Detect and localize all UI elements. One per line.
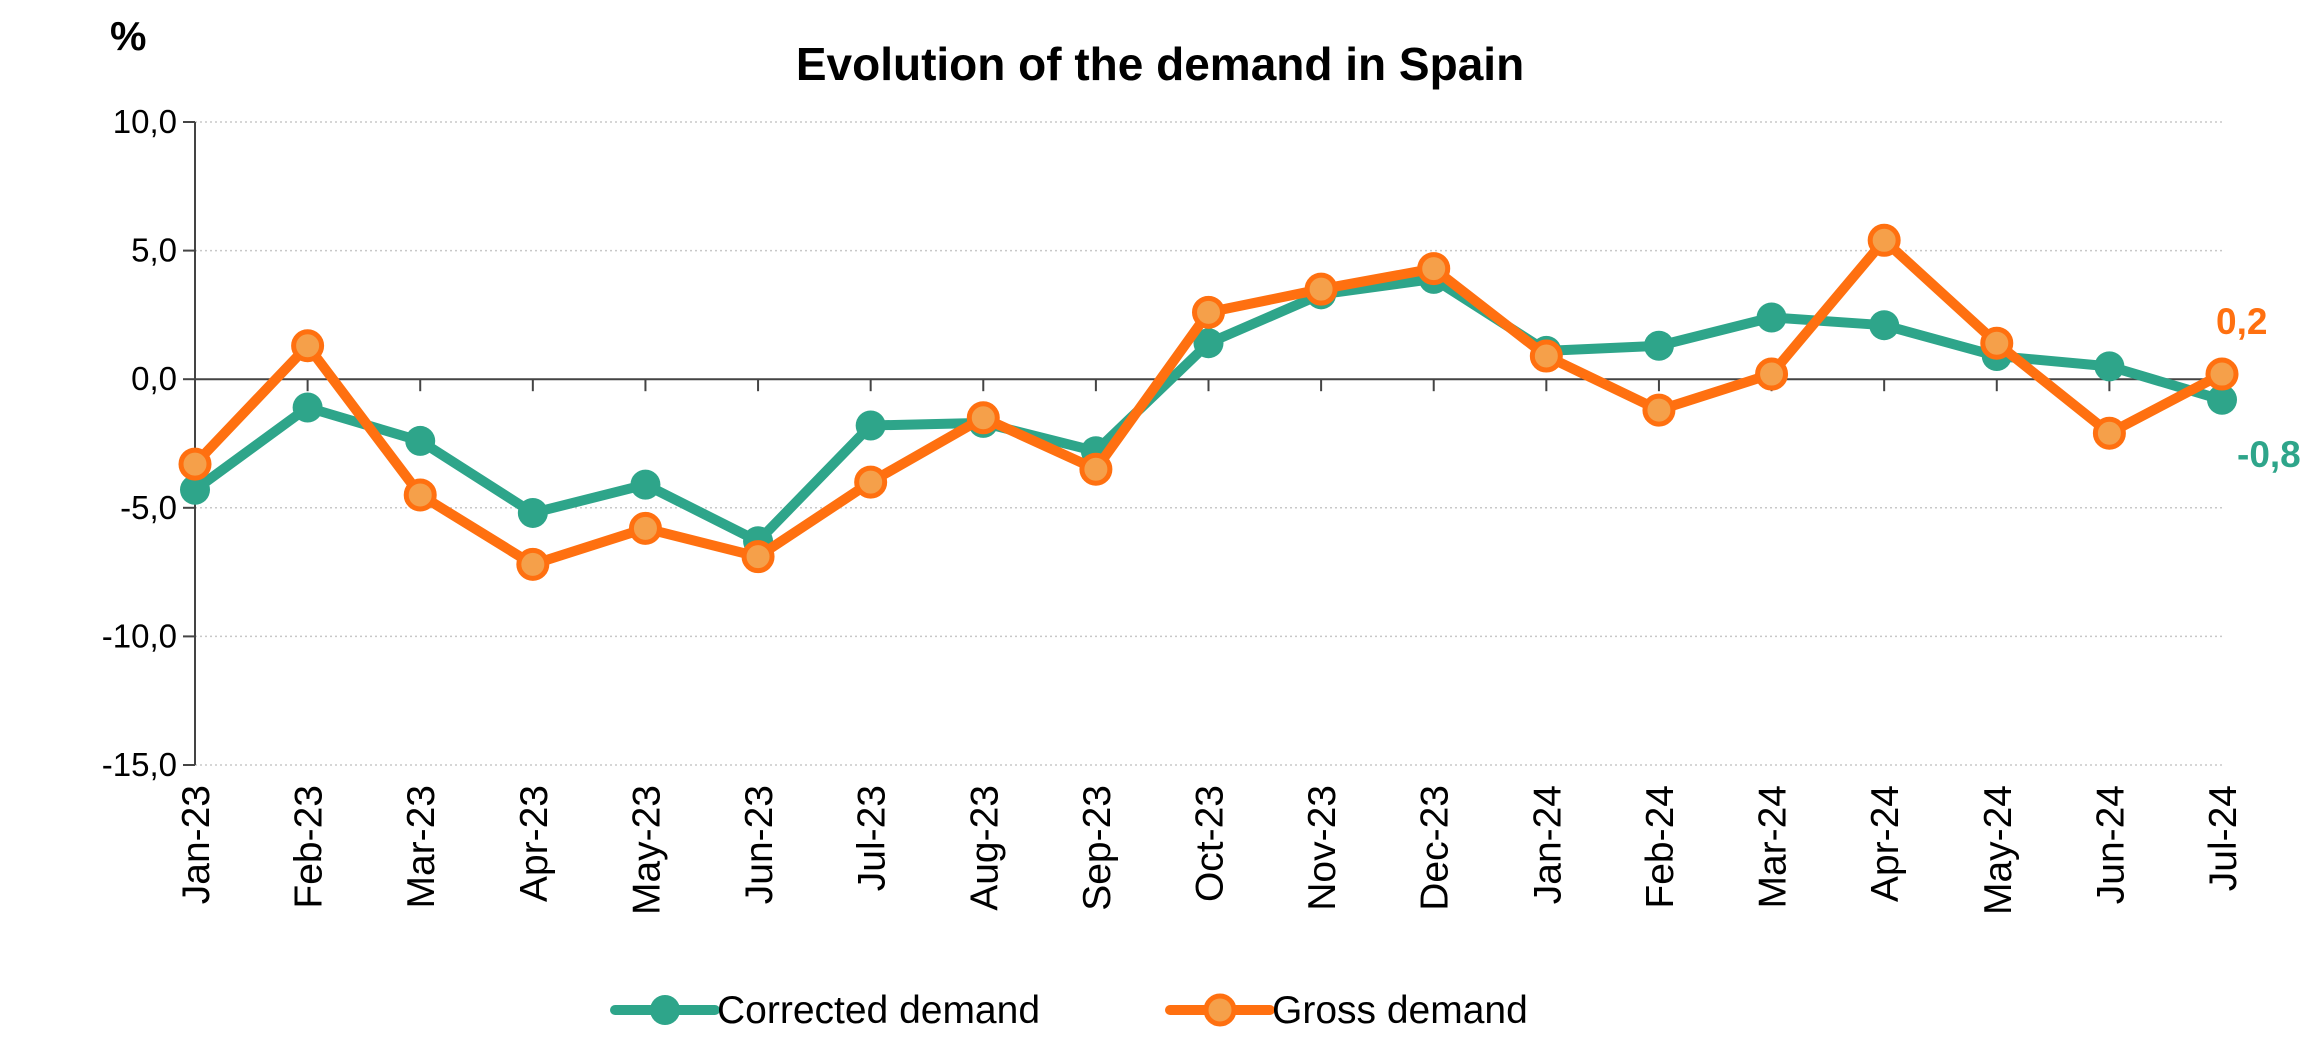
x-tick-label: Jan-24: [1526, 785, 1569, 904]
data-point: [1529, 339, 1563, 373]
y-tick-label: -15,0: [102, 746, 177, 783]
chart-title: Evolution of the demand in Spain: [796, 38, 1524, 90]
data-point: [1867, 223, 1901, 257]
y-tick-label: -5,0: [120, 489, 177, 526]
x-tick-label: Jul-23: [851, 785, 894, 891]
data-point: [2092, 416, 2126, 450]
legend-swatch-marker: [1203, 993, 1237, 1027]
x-tick-label: Jun-24: [2089, 785, 2132, 904]
data-point: [1193, 328, 1224, 359]
y-tick-label: 10,0: [113, 103, 177, 140]
gridlines: [195, 121, 2222, 766]
x-tick-label: Feb-24: [1639, 785, 1682, 909]
x-tick-label: Jan-23: [175, 785, 218, 904]
y-tick-label: -10,0: [102, 617, 177, 654]
end-label-corrected: -0,8: [2237, 434, 2301, 475]
legend-label: Corrected demand: [717, 989, 1040, 1032]
x-tick-label: Feb-23: [288, 785, 331, 909]
x-tick-label: Apr-24: [1864, 785, 1907, 902]
data-point: [516, 547, 550, 581]
x-axis-ticks: Jan-23 Feb-23 Mar-23 Apr-23 May-23 Jun-23 Jul-…: [175, 785, 2245, 915]
series-line: [190, 235, 2227, 570]
data-point: [292, 392, 323, 423]
data-point: [1980, 326, 2014, 360]
data-point: [1755, 357, 1789, 391]
data-point: [178, 447, 212, 481]
data-point: [1417, 252, 1451, 286]
data-point: [1643, 330, 1674, 361]
x-tick-label: Mar-23: [400, 785, 443, 909]
data-point: [2205, 357, 2239, 391]
data-point: [1756, 302, 1787, 333]
y-unit-label: %: [110, 13, 146, 59]
legend-item-gross-demand: Gross demand: [1165, 989, 1528, 1032]
data-point: [741, 540, 775, 574]
data-point: [1869, 310, 1900, 341]
y-tick-label: 0,0: [131, 360, 177, 397]
data-point: [517, 497, 548, 528]
x-tick-label: Mar-24: [1752, 785, 1795, 909]
legend-label: Gross demand: [1272, 989, 1528, 1032]
x-tick-label: Aug-23: [963, 785, 1006, 911]
data-point: [1304, 272, 1338, 306]
x-tick-label: Nov-23: [1301, 785, 1344, 911]
end-label-gross: 0,2: [2216, 301, 2267, 342]
x-tick-label: May-23: [625, 785, 668, 915]
data-point: [855, 410, 886, 441]
data-point: [2207, 384, 2237, 415]
x-tick-label: Jun-23: [738, 785, 781, 904]
x-tick-label: Apr-23: [513, 785, 556, 902]
data-point: [854, 465, 888, 499]
data-point: [2094, 351, 2125, 382]
legend-item-corrected-demand: Corrected demand: [610, 989, 1040, 1032]
y-axis-ticks: 10,0 5,0 0,0 -5,0 -10,0 -15,0: [102, 103, 177, 783]
data-point: [405, 425, 436, 456]
x-tick-label: Jul-24: [2202, 785, 2245, 891]
data-point: [966, 401, 1000, 435]
data-point: [1192, 295, 1225, 329]
data-point: [630, 469, 661, 500]
legend: Corrected demand Gross demand: [610, 989, 1528, 1032]
end-labels: -0,8 0,2: [2216, 301, 2301, 475]
data-point: [1642, 393, 1676, 427]
data-point: [403, 478, 437, 512]
data-point: [1079, 452, 1113, 486]
series-layer: [178, 223, 2239, 581]
data-point: [180, 474, 210, 505]
x-tick-label: May-24: [1977, 785, 2020, 915]
data-point: [628, 511, 662, 545]
x-tick-label: Sep-23: [1076, 785, 1119, 911]
axes: [183, 121, 2223, 766]
data-point: [291, 329, 325, 363]
x-tick-label: Dec-23: [1414, 785, 1457, 911]
x-tick-label: Oct-23: [1189, 785, 1232, 902]
y-tick-label: 5,0: [131, 232, 177, 269]
series-gross-demand: [178, 223, 2239, 581]
legend-swatch-marker: [650, 995, 680, 1025]
